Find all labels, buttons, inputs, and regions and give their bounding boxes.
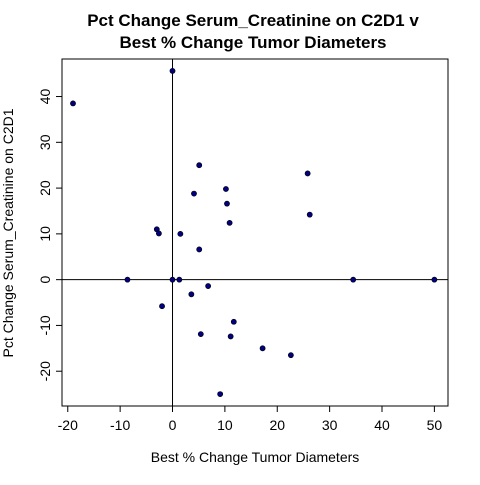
data-point — [350, 276, 357, 283]
data-point — [155, 230, 162, 237]
x-axis-ticks: -20 -10 0 10 20 30 40 50 — [58, 406, 443, 433]
data-point — [217, 391, 224, 397]
y-tick-label: -20 — [37, 361, 53, 381]
x-tick-label: 40 — [374, 417, 390, 433]
data-point — [169, 276, 176, 283]
x-axis-label: Best % Change Tumor Diameters — [151, 449, 360, 465]
chart-subtitle: Best % Change Tumor Diameters — [119, 33, 386, 52]
data-point — [177, 230, 184, 237]
y-tick-label: -10 — [37, 315, 53, 335]
data-point — [230, 318, 237, 325]
data-point — [224, 200, 230, 207]
y-tick-label: 20 — [37, 180, 53, 196]
chart-title: Pct Change Serum_Creatinine on C2D1 v — [87, 11, 419, 30]
data-point — [227, 333, 234, 340]
data-point — [70, 100, 76, 107]
data-point — [169, 68, 176, 74]
y-tick-label: 30 — [37, 134, 53, 150]
data-point — [191, 190, 197, 197]
data-point — [226, 219, 233, 226]
data-point — [159, 303, 165, 310]
data-point — [259, 345, 266, 352]
data-point — [176, 276, 183, 283]
x-tick-label: 50 — [427, 417, 443, 433]
y-tick-label: 40 — [37, 89, 53, 105]
x-tick-label: 10 — [217, 417, 233, 433]
x-tick-label: -20 — [58, 417, 78, 433]
y-tick-label: 10 — [37, 226, 53, 242]
y-axis-ticks: -20 -10 0 10 20 30 40 — [37, 89, 62, 381]
data-point — [304, 170, 311, 177]
y-tick-label: 0 — [37, 276, 53, 284]
data-points — [70, 68, 438, 397]
data-point — [188, 291, 195, 298]
x-tick-label: 30 — [322, 417, 338, 433]
data-point — [196, 246, 203, 253]
data-point — [197, 331, 204, 338]
x-tick-label: 0 — [169, 417, 177, 433]
plot-frame — [61, 58, 449, 407]
data-point — [124, 276, 131, 283]
data-point — [223, 186, 229, 192]
reference-lines — [62, 59, 448, 406]
data-point — [205, 283, 212, 289]
data-point — [287, 352, 294, 359]
data-point — [196, 162, 203, 169]
data-point — [306, 211, 313, 218]
y-axis-label: Pct Change Serum_Creatinine on C2D1 — [0, 108, 16, 357]
x-tick-label: 20 — [269, 417, 285, 433]
x-tick-label: -10 — [110, 417, 130, 433]
data-point — [431, 276, 438, 283]
